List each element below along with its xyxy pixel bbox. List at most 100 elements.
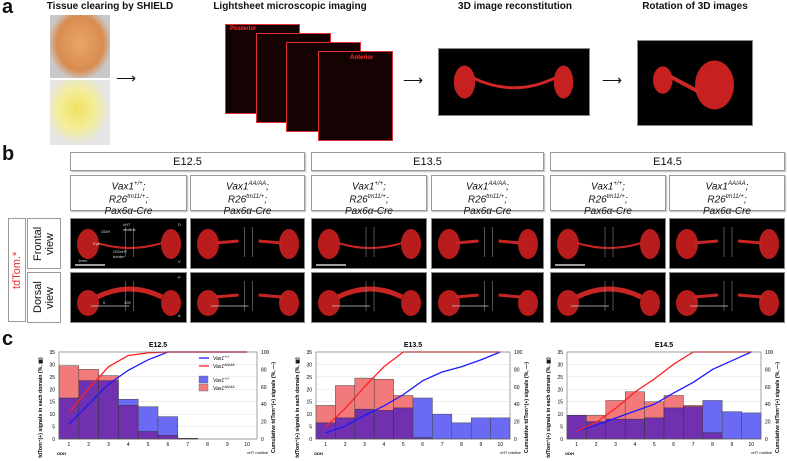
y-tick-label: 0 <box>52 437 55 443</box>
step-title: 3D image reconstitution <box>458 1 572 12</box>
frontal-view-image <box>431 218 544 269</box>
y2-tick-label: 0 <box>765 437 768 443</box>
y-tick-label: 10 <box>306 412 312 418</box>
x-tick-label: 3 <box>614 442 617 448</box>
stage-header-e14-5: E14.5 <box>550 152 785 171</box>
x-tick-label: 2 <box>595 442 598 448</box>
x-tick-label: 6 <box>421 442 424 448</box>
step-title: Tissue clearing by SHIELD <box>46 1 174 12</box>
x-start-label: ODH <box>565 451 574 456</box>
x-tick-label: 8 <box>206 442 209 448</box>
legend-sup: +/+ <box>224 355 229 359</box>
y2-tick-label: 80 <box>514 367 520 373</box>
arrow-icon: ⟶ <box>602 72 623 88</box>
y-tick-label: 5 <box>52 425 55 431</box>
y-tick-label: 35 <box>49 350 55 356</box>
y2-tick-label: 0 <box>261 437 264 443</box>
legend-text: Vax1 <box>213 364 224 370</box>
bar-overlap <box>605 418 626 440</box>
x-tick-label: 4 <box>634 442 637 448</box>
y-tick-label: 15 <box>306 400 312 406</box>
y-tick-label: 10 <box>49 412 55 418</box>
legend-label: Vax1AA/AA <box>213 363 235 370</box>
bar-overlap <box>157 435 179 440</box>
y-tick-label: 35 <box>306 350 312 356</box>
x-tick-label: 6 <box>672 442 675 448</box>
x-start-label: ODH <box>314 451 323 456</box>
frontal-view-image <box>669 218 785 269</box>
x-tick-label: 10 <box>749 442 755 448</box>
rotated-3d-image <box>637 40 753 126</box>
y-tick-label: 25 <box>49 375 55 381</box>
panel-b-label: b <box>2 143 15 165</box>
bar-overlap <box>624 418 645 440</box>
cumulative-line <box>325 351 501 434</box>
y-tick-label: 20 <box>557 387 563 393</box>
y2-tick-label: 100 <box>765 350 774 356</box>
x-tick-label: 5 <box>147 442 150 448</box>
genotype-header: Vax1+/+; R26tm11/+; Pax6α-Cre <box>550 175 666 217</box>
y2-tick-label: 80 <box>261 367 267 373</box>
legend-box-swatch <box>198 383 209 392</box>
y-tick-label: 0 <box>560 437 563 443</box>
y-tick-label: 15 <box>49 400 55 406</box>
x-end-label: vHT midline <box>247 450 269 455</box>
chart-0: 0 5 10 15 20 25 30 35 0 20 40 60 80 100 1 2 3 4 5 6 7 8 9 10 E12… <box>38 342 277 458</box>
y-tick-label: 5 <box>560 425 563 431</box>
y2-tick-label: 40 <box>765 402 771 408</box>
chart-1: 0 5 10 15 20 25 30 35 0 20 40 60 80 100 1 2 3 4 5 6 7 8 9 10 E13… <box>295 342 530 458</box>
distance-0-label: 0 <box>103 300 106 305</box>
frontal-view-image <box>190 218 305 269</box>
arrow-icon: ⟶ <box>403 72 424 88</box>
legend-label: Vax1+/+ <box>213 355 229 362</box>
anterior-axis-label: A <box>178 313 181 318</box>
x-tick-label: 10 <box>498 442 504 448</box>
bar-overlap <box>393 407 414 440</box>
cleared-tissue-photo-after <box>50 80 110 145</box>
legend-label: Vax1+/+ <box>213 377 229 384</box>
x-end-label: vHT midline <box>751 450 773 455</box>
y-tick-label: 35 <box>557 350 563 356</box>
y2-tick-label: 20 <box>261 420 267 426</box>
panel-c-label: c <box>2 328 14 350</box>
plot-frame <box>566 351 762 440</box>
x-tick-label: 8 <box>460 442 463 448</box>
bar <box>432 413 453 440</box>
y2-tick-label: 40 <box>514 402 520 408</box>
tdtom-row-label: tdTom.* <box>8 218 26 322</box>
bar-overlap <box>586 421 607 440</box>
eye-annotation: Eye <box>93 241 100 246</box>
y2-tick-label: 20 <box>765 420 771 426</box>
osvht-annotation: OS/vHT border <box>113 249 128 259</box>
posterior-axis-label: P <box>178 275 181 280</box>
dorsal-view-image <box>550 272 666 323</box>
y2-axis-label: Cumulative tdTom⁺(+) signals (%, —) <box>775 362 781 453</box>
y2-tick-label: 60 <box>514 385 520 391</box>
genotype-header: Vax1AA/AA; R26tm11/+; Pax6α-Cre <box>190 175 305 217</box>
chart-title: E12.5 <box>149 342 167 349</box>
distance-100-label: 100 <box>124 300 131 305</box>
cleared-tissue-photo-before <box>50 15 110 78</box>
dorsal-view-image <box>431 272 544 323</box>
dorsal-view-image <box>190 272 305 323</box>
genotype-header: Vax1AA/AA; R26tm11/+; Pax6α-Cre <box>669 175 785 217</box>
x-tick-label: 4 <box>127 442 130 448</box>
bar <box>470 417 491 440</box>
y-tick-label: 15 <box>557 400 563 406</box>
dorsal-view-image <box>669 272 785 323</box>
bar-overlap <box>644 417 665 440</box>
y2-tick-label: 20 <box>514 420 520 426</box>
x-start-label: ODH <box>57 451 66 456</box>
dorsal-axis-label: D <box>178 222 181 227</box>
y-tick-label: 25 <box>557 375 563 381</box>
y2-tick-label: 40 <box>261 402 267 408</box>
legend-sup: AA/AA <box>223 363 235 367</box>
y2-axis-label: Cumulative tdTom⁺(+) signals (%, —) <box>524 362 530 453</box>
bar <box>721 411 742 440</box>
bar <box>451 422 472 440</box>
genotype-header: Vax1+/+; R26tm11/+; Pax6α-Cre <box>70 175 187 217</box>
bar-overlap <box>702 432 723 440</box>
x-tick-label: 4 <box>383 442 386 448</box>
x-tick-label: 7 <box>692 442 695 448</box>
